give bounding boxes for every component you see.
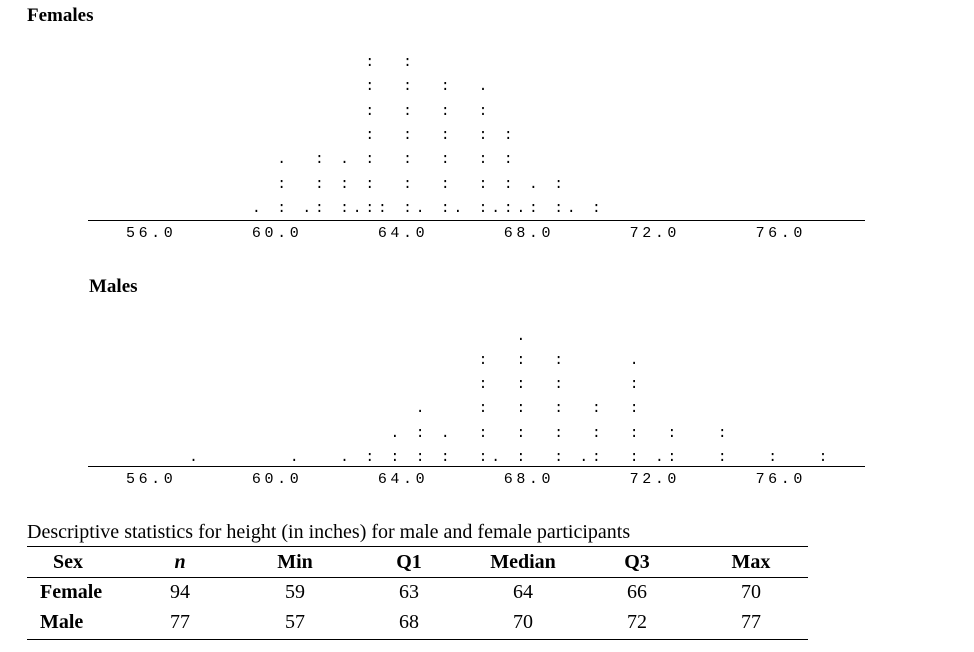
- header-min: Min: [277, 551, 313, 573]
- row-label-male: Male: [40, 611, 84, 633]
- header-median: Median: [490, 551, 556, 573]
- table-caption: Descriptive statistics for height (in in…: [27, 521, 631, 543]
- males-axis-labels: 56.0 60.0 64.0 68.0 72.0 76.0: [126, 471, 806, 488]
- cell-q1: 63: [399, 581, 419, 603]
- dot-row: : :: [126, 54, 416, 71]
- dot-row: : : : : : : : : . :: [126, 176, 567, 193]
- cell-min: 59: [285, 581, 305, 603]
- dot-row: : : : .: [126, 352, 643, 369]
- table-bottom-rule: [27, 639, 808, 640]
- dot-row: . . . : : : : :. : : .: : .: : : :: [126, 449, 832, 466]
- females-heading: Females: [27, 5, 94, 26]
- dot-row: . : . : : : : : : :: [126, 425, 731, 442]
- header-q3: Q3: [624, 551, 650, 573]
- cell-n: 94: [170, 581, 190, 603]
- cell-median: 70: [513, 611, 533, 633]
- dot-row: .: [126, 328, 529, 345]
- dot-row: . : . : : : : :: [126, 151, 517, 168]
- table-header-rule: [27, 577, 808, 578]
- cell-max: 77: [741, 611, 761, 633]
- cell-q1: 68: [399, 611, 419, 633]
- dot-row: . : : : : :: [126, 400, 643, 417]
- header-n: n: [174, 551, 186, 573]
- cell-q3: 66: [627, 581, 647, 603]
- dot-row: . : .: :.:: :. :. :.:.: :. :: [126, 200, 605, 217]
- table-top-rule: [27, 546, 808, 547]
- cell-n: 77: [170, 611, 190, 633]
- cell-min: 57: [285, 611, 305, 633]
- females-axis-labels: 56.0 60.0 64.0 68.0 72.0 76.0: [126, 225, 806, 242]
- dot-row: : : : :: [126, 376, 643, 393]
- cell-median: 64: [513, 581, 533, 603]
- cell-max: 70: [741, 581, 761, 603]
- dot-row: : : : .: [126, 78, 492, 95]
- dot-row: : : : :: [126, 103, 492, 120]
- dot-row: : : : : :: [126, 127, 517, 144]
- header-max: Max: [731, 551, 771, 573]
- row-label-female: Female: [40, 581, 103, 603]
- males-axis-line: [88, 466, 865, 467]
- header-sex: Sex: [53, 551, 83, 573]
- cell-q3: 72: [627, 611, 647, 633]
- females-axis-line: [88, 220, 865, 221]
- header-q1: Q1: [396, 551, 422, 573]
- males-heading: Males: [89, 276, 138, 297]
